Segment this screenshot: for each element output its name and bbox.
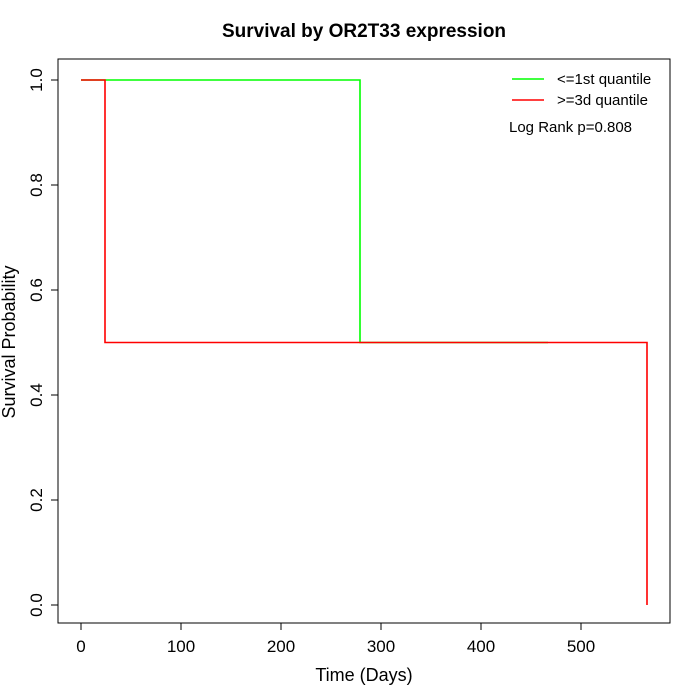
y-tick-label: 0.6 bbox=[27, 278, 46, 302]
x-tick-label: 300 bbox=[367, 637, 395, 656]
y-tick-label: 0.2 bbox=[27, 488, 46, 512]
x-tick-label: 0 bbox=[76, 637, 85, 656]
series-line-2 bbox=[81, 79, 648, 605]
y-tick-label: 1.0 bbox=[27, 68, 46, 92]
chart-title: Survival by OR2T33 expression bbox=[222, 21, 506, 42]
x-axis: 0 100 200 300 400 500 bbox=[76, 622, 595, 656]
y-tick-label: 0.8 bbox=[27, 173, 46, 197]
y-tick-label: 0.4 bbox=[27, 383, 46, 407]
x-axis-label: Time (Days) bbox=[315, 665, 412, 685]
y-tick-label: 0.0 bbox=[27, 593, 46, 617]
legend-label-2: >=3d quantile bbox=[557, 92, 648, 109]
legend-label-1: <=1st quantile bbox=[557, 71, 651, 88]
legend: <=1st quantile >=3d quantile bbox=[512, 71, 651, 109]
x-tick-label: 500 bbox=[567, 637, 595, 656]
log-rank-annotation: Log Rank p=0.808 bbox=[509, 119, 632, 136]
x-tick-label: 200 bbox=[267, 637, 295, 656]
x-tick-label: 400 bbox=[467, 637, 495, 656]
y-axis-label: Survival Probability bbox=[0, 265, 19, 418]
y-axis: 0.0 0.2 0.4 0.6 0.8 1.0 bbox=[27, 68, 59, 617]
series-layer bbox=[81, 79, 648, 605]
x-tick-label: 100 bbox=[167, 637, 195, 656]
